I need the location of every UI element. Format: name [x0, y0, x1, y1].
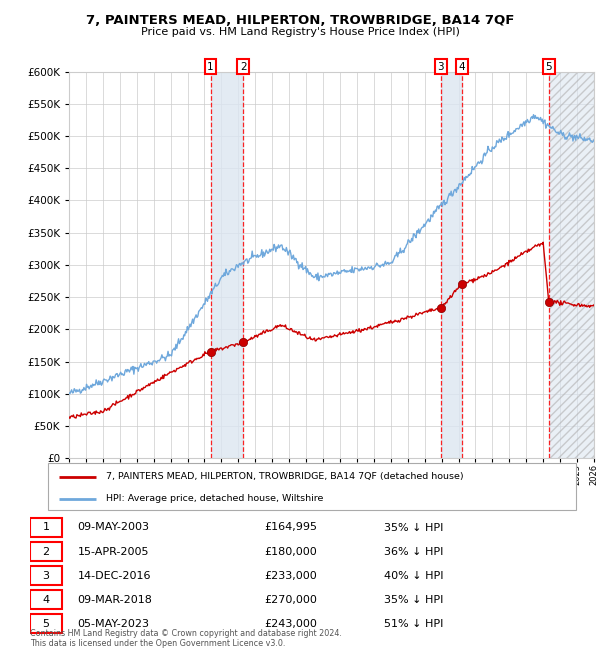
Text: 15-APR-2005: 15-APR-2005 — [77, 547, 149, 556]
Bar — [211, 72, 243, 458]
Text: 09-MAY-2003: 09-MAY-2003 — [77, 523, 149, 532]
Text: £180,000: £180,000 — [265, 547, 317, 556]
Text: 3: 3 — [43, 571, 50, 580]
Text: 09-MAR-2018: 09-MAR-2018 — [77, 595, 152, 604]
Bar — [441, 72, 462, 458]
Text: £270,000: £270,000 — [265, 595, 317, 604]
FancyBboxPatch shape — [30, 566, 62, 585]
Text: 5: 5 — [43, 619, 50, 629]
Text: 2: 2 — [240, 62, 247, 72]
Text: 14-DEC-2016: 14-DEC-2016 — [77, 571, 151, 580]
Text: 4: 4 — [458, 62, 465, 72]
Text: 40% ↓ HPI: 40% ↓ HPI — [385, 571, 444, 580]
Text: £233,000: £233,000 — [265, 571, 317, 580]
Text: £243,000: £243,000 — [265, 619, 317, 629]
Text: 1: 1 — [207, 62, 214, 72]
Bar — [549, 72, 594, 458]
Text: 35% ↓ HPI: 35% ↓ HPI — [385, 523, 444, 532]
Text: Price paid vs. HM Land Registry's House Price Index (HPI): Price paid vs. HM Land Registry's House … — [140, 27, 460, 37]
Text: 2: 2 — [43, 547, 50, 556]
FancyBboxPatch shape — [30, 518, 62, 537]
Text: 1: 1 — [43, 523, 50, 532]
Text: 7, PAINTERS MEAD, HILPERTON, TROWBRIDGE, BA14 7QF: 7, PAINTERS MEAD, HILPERTON, TROWBRIDGE,… — [86, 14, 514, 27]
Text: 51% ↓ HPI: 51% ↓ HPI — [385, 619, 444, 629]
Text: 5: 5 — [545, 62, 552, 72]
Bar — [549, 72, 594, 458]
Text: HPI: Average price, detached house, Wiltshire: HPI: Average price, detached house, Wilt… — [106, 494, 323, 503]
Text: £164,995: £164,995 — [265, 523, 317, 532]
FancyBboxPatch shape — [30, 590, 62, 609]
Text: 35% ↓ HPI: 35% ↓ HPI — [385, 595, 444, 604]
Text: 36% ↓ HPI: 36% ↓ HPI — [385, 547, 444, 556]
FancyBboxPatch shape — [48, 463, 576, 510]
Text: 05-MAY-2023: 05-MAY-2023 — [77, 619, 149, 629]
Text: 7, PAINTERS MEAD, HILPERTON, TROWBRIDGE, BA14 7QF (detached house): 7, PAINTERS MEAD, HILPERTON, TROWBRIDGE,… — [106, 472, 464, 481]
FancyBboxPatch shape — [30, 614, 62, 633]
Text: 3: 3 — [437, 62, 444, 72]
Text: Contains HM Land Registry data © Crown copyright and database right 2024.
This d: Contains HM Land Registry data © Crown c… — [30, 629, 342, 648]
FancyBboxPatch shape — [30, 542, 62, 561]
Text: 4: 4 — [43, 595, 50, 604]
